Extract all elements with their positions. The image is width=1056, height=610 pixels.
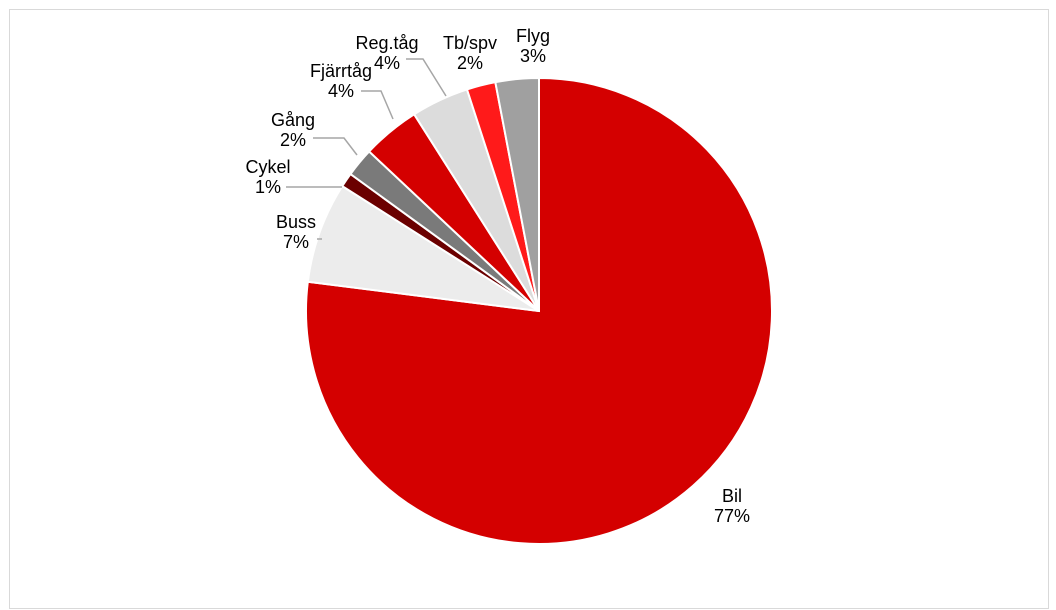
slice-label-value: 4% (374, 53, 400, 73)
slice-label-gang: Gång 2% (271, 110, 315, 150)
chart-frame: Bil 77% Buss 7% Cykel 1% Gång 2% Fjärrtåg 4% Reg.t… (9, 9, 1049, 609)
slice-label-reg-tag: Reg.tåg 4% (355, 33, 418, 73)
pie-slice-flyg (494, 76, 540, 312)
leader-lines (286, 58, 447, 240)
slice-label-name: Tb/spv (443, 33, 497, 53)
slice-label-name: Reg.tåg (355, 33, 418, 53)
slice-label-name: Fjärrtåg (310, 61, 372, 81)
slice-labels: Bil 77%Buss 7%Cykel 1%Gång 2%Fjärrtåg 4%Reg.t… (245, 26, 750, 526)
leader-line-reg-tag (406, 58, 447, 97)
leader-line-gang (313, 137, 358, 156)
leader-line-fjarrtag (361, 90, 394, 120)
slice-label-value: 7% (283, 232, 309, 252)
slice-label-value: 4% (328, 81, 354, 101)
slice-label-name: Buss (276, 212, 316, 232)
pie-chart: Bil 77%Buss 7%Cykel 1%Gång 2%Fjärrtåg 4%Reg.t… (245, 26, 773, 545)
slice-label-value: 1% (255, 177, 281, 197)
slice-label-flyg: Flyg 3% (516, 26, 550, 66)
slice-label-buss: Buss 7% (276, 212, 316, 252)
slice-label-fjarrtag: Fjärrtåg 4% (310, 61, 372, 101)
slice-label-value: 77% (714, 506, 750, 526)
slice-label-bil: Bil 77% (714, 486, 750, 526)
slice-label-name: Bil (722, 486, 742, 506)
slice-label-name: Flyg (516, 26, 550, 46)
slice-label-cykel: Cykel 1% (245, 157, 290, 197)
slice-label-tb-spv: Tb/spv 2% (443, 33, 497, 73)
slice-label-value: 3% (520, 46, 546, 66)
pie-slices (305, 76, 773, 545)
slice-label-value: 2% (457, 53, 483, 73)
pie-slice-buss (306, 184, 540, 312)
slice-label-name: Gång (271, 110, 315, 130)
slice-label-value: 2% (280, 130, 306, 150)
slice-label-name: Cykel (245, 157, 290, 177)
